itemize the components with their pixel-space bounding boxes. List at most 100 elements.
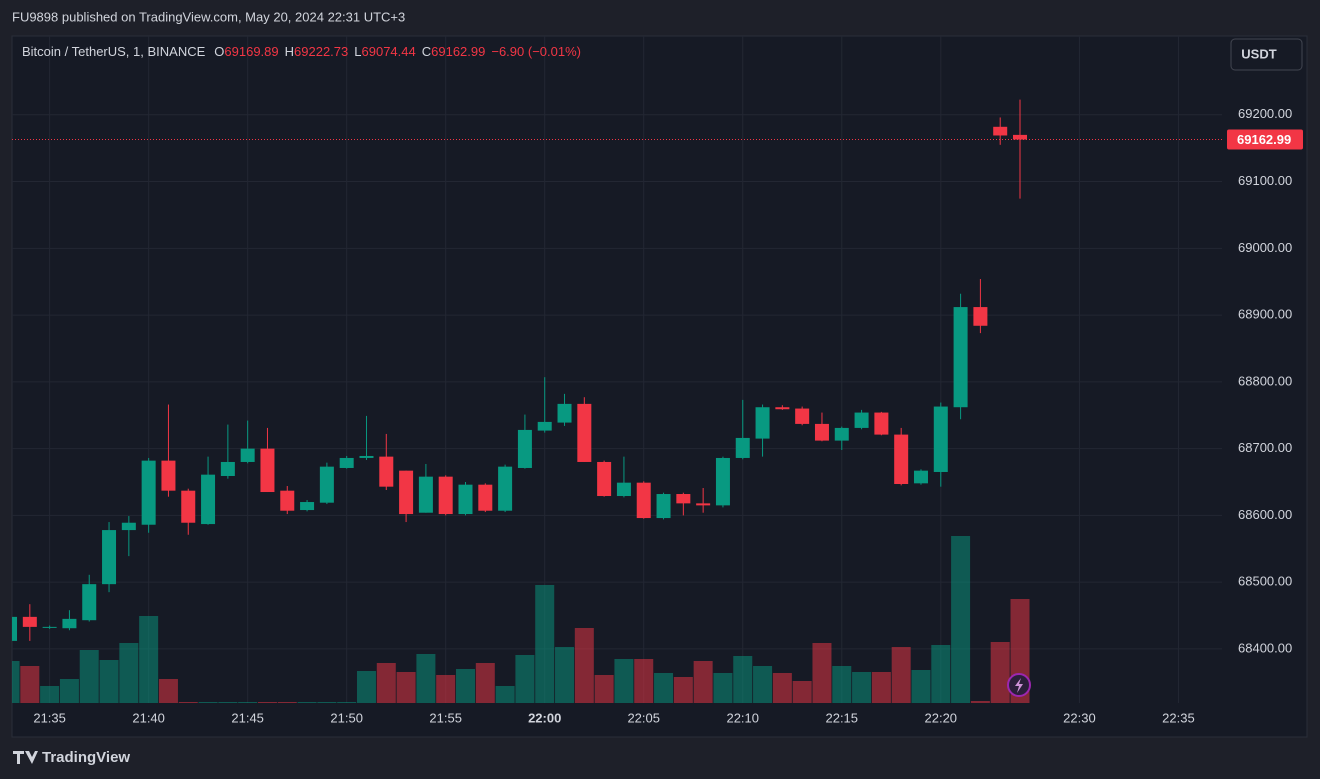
grid <box>12 36 1222 703</box>
y-tick-label: 68800.00 <box>1238 373 1292 388</box>
candle-body <box>42 626 57 628</box>
change: −6.90 (−0.01%) <box>491 44 581 59</box>
volume-bar <box>594 675 614 703</box>
brand-logo <box>13 751 38 764</box>
volume-bar <box>654 673 674 703</box>
ohlc-prefix: C <box>421 44 432 59</box>
volume-bar <box>99 660 119 703</box>
volume-bar <box>495 686 515 703</box>
volume-bar <box>753 666 773 703</box>
volume-bar <box>79 650 99 703</box>
volume-bar <box>257 702 277 703</box>
volume-bar <box>40 686 60 703</box>
volume-bar <box>535 585 555 703</box>
currency: USDT <box>1241 46 1276 61</box>
last-price-label: 69162.99 <box>1237 132 1291 147</box>
volume-bar <box>337 702 357 703</box>
candle-body <box>1013 134 1028 140</box>
candle-body <box>141 460 156 525</box>
volume-bar <box>871 672 891 703</box>
x-tick-label: 22:15 <box>825 710 858 725</box>
candle-body <box>973 307 988 326</box>
volume-bar <box>792 681 812 703</box>
candle-body <box>280 490 295 511</box>
candle-body <box>359 455 374 458</box>
candle-body <box>795 408 810 424</box>
candle-body <box>379 456 394 487</box>
volume-bar <box>673 677 693 703</box>
x-tick-label: 21:50 <box>330 710 363 725</box>
candle-body <box>161 460 176 491</box>
volume-bar <box>475 663 495 703</box>
legend: Bitcoin / TetherUS, 1, BINANCE O 69169.89… <box>22 44 587 59</box>
candle-body <box>814 423 829 441</box>
volume-bar <box>436 675 456 703</box>
volume-bar <box>733 656 753 703</box>
volume-bar <box>317 702 337 703</box>
x-tick-label: 22:10 <box>726 710 759 725</box>
volume-bar <box>119 643 139 703</box>
volume-bar <box>158 679 178 703</box>
x-tick-label: 22:20 <box>925 710 958 725</box>
candle-body <box>418 476 433 513</box>
candle-body <box>339 457 354 468</box>
volume-bar <box>931 645 951 703</box>
volume-bar <box>238 702 258 703</box>
candle-body <box>933 406 948 472</box>
candle-body <box>557 403 572 423</box>
volume-bar <box>20 666 40 703</box>
y-tick-label: 69200.00 <box>1238 106 1292 121</box>
volume-bar <box>911 670 931 703</box>
y-tick-label: 69000.00 <box>1238 240 1292 255</box>
volume-bar <box>12 661 20 703</box>
ohlc-value: 69074.44 <box>361 44 416 59</box>
candle-body <box>121 522 136 531</box>
volume-bar <box>356 671 376 703</box>
candle-body <box>953 307 968 408</box>
candle-body <box>696 503 711 506</box>
volume-bar <box>812 643 832 703</box>
x-tick-label: 22:30 <box>1063 710 1096 725</box>
candle-body <box>478 484 493 511</box>
currency-button[interactable] <box>1230 38 1303 71</box>
x-tick-label: 21:55 <box>429 710 462 725</box>
candle-body <box>775 407 790 410</box>
volume-bar <box>139 616 159 703</box>
candle-body <box>201 474 216 525</box>
volume-bar <box>198 702 218 703</box>
x-tick-label: 22:00 <box>528 710 561 725</box>
volume-bar <box>832 666 852 703</box>
publisher: FU9898 published on TradingView.com, May… <box>12 9 405 24</box>
chart-panel <box>11 35 1308 738</box>
axes: 68400.00 68500.00 68600.00 68700.00 68800.00… <box>12 106 1303 725</box>
volume-bar <box>555 647 575 703</box>
candle-body <box>102 530 117 585</box>
y-tick-label: 68600.00 <box>1238 507 1292 522</box>
candle-body <box>636 482 651 519</box>
volume-bar <box>416 654 436 703</box>
candle-body <box>537 421 552 431</box>
volume-bar <box>218 702 238 703</box>
x-tick-label: 21:35 <box>33 710 66 725</box>
ohlc-value: 69169.89 <box>224 44 279 59</box>
ohlc-prefix: O <box>214 44 225 59</box>
volume-bar <box>614 659 634 703</box>
candle-body <box>834 427 849 441</box>
x-tick-label: 21:45 <box>231 710 264 725</box>
candle-body <box>913 470 928 484</box>
candle-body <box>597 461 612 497</box>
candle-body <box>181 490 196 523</box>
candle-body <box>577 403 592 462</box>
y-tick-label: 68900.00 <box>1238 307 1292 322</box>
volume-bar <box>59 679 79 703</box>
volume-bar <box>970 701 990 703</box>
candle-body <box>755 407 770 439</box>
volume-bar <box>376 663 396 703</box>
candle-body <box>517 429 532 468</box>
volume-bar <box>891 647 911 703</box>
event-bolt <box>1015 678 1023 693</box>
candle-layer <box>12 99 1028 641</box>
candle-body <box>319 466 334 503</box>
